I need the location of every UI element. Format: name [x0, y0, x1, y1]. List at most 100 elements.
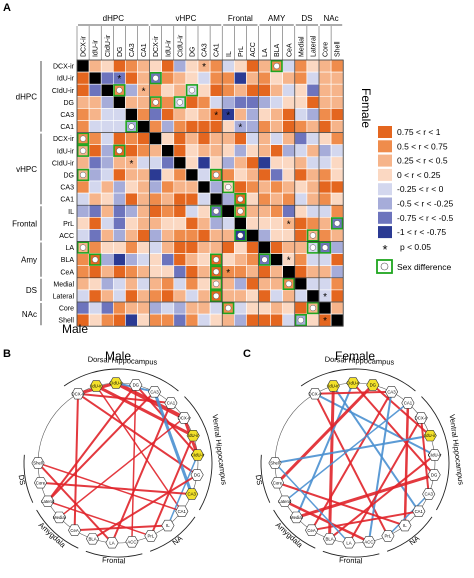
matrix-cell	[100, 156, 114, 170]
matrix-cell	[294, 277, 308, 291]
network-node	[326, 380, 340, 392]
network-node	[85, 533, 100, 545]
matrix-cell	[149, 59, 163, 73]
matrix-cell	[282, 301, 296, 315]
matrix-cell	[330, 144, 344, 158]
matrix-cell	[185, 108, 199, 121]
row-label: BLA	[61, 257, 75, 264]
matrix-cell	[209, 83, 223, 97]
sex-difference-marker	[306, 241, 320, 254]
network-edge	[420, 417, 430, 495]
matrix-cell	[234, 313, 247, 327]
significance-star: *	[129, 159, 133, 170]
network-node	[129, 379, 143, 391]
sex-difference-marker	[210, 277, 223, 290]
sex-difference-marker	[234, 193, 247, 206]
network-edge	[74, 524, 168, 532]
network-node-label: IdU-ir	[328, 384, 339, 389]
matrix-cell	[161, 265, 175, 279]
matrix-cell	[318, 71, 332, 85]
network-edge	[135, 384, 199, 456]
sex-difference-dot	[152, 99, 159, 106]
matrix-cell	[100, 277, 114, 291]
matrix-cell	[234, 253, 247, 267]
network-node	[412, 505, 426, 518]
matrix-cell	[258, 229, 271, 242]
matrix-cell	[246, 204, 259, 218]
column-group-label: AMY	[268, 14, 286, 23]
matrix-cell	[161, 217, 175, 230]
matrix-cell	[185, 265, 199, 279]
matrix-cell	[197, 83, 211, 97]
network-node	[427, 469, 441, 481]
matrix-cell	[246, 301, 259, 315]
matrix-cell	[221, 204, 235, 218]
network-node-label: LA	[346, 540, 351, 545]
network-node	[164, 397, 178, 409]
matrix-cell	[258, 217, 271, 230]
matrix-cell	[100, 229, 114, 242]
matrix-cell	[197, 265, 211, 279]
matrix-cell	[294, 156, 308, 170]
matrix-cell	[306, 71, 320, 85]
column-group-label: vHPC	[175, 14, 196, 23]
legend-star: *	[382, 242, 387, 257]
matrix-cell	[221, 313, 235, 327]
legend-label: -0.5 < r < -0.25	[397, 199, 453, 209]
matrix-cell	[125, 313, 138, 327]
sex-difference-marker	[76, 132, 90, 145]
matrix-cell	[330, 180, 344, 194]
matrix-cell	[306, 180, 320, 194]
network-node-label: Lateral	[278, 499, 291, 504]
network-edge	[295, 382, 354, 518]
network-edge	[37, 462, 113, 544]
matrix-cell	[88, 289, 102, 303]
sex-difference-marker	[149, 72, 162, 85]
matrix-cell	[318, 217, 332, 230]
network-edge	[47, 391, 156, 502]
network-node-label: BLA	[88, 536, 96, 541]
matrix-cell	[234, 108, 247, 121]
matrix-cell	[282, 96, 296, 109]
matrix-cell	[282, 59, 296, 73]
column-label: Core	[323, 42, 330, 57]
sex-difference-dot	[309, 244, 317, 251]
network-node	[342, 537, 356, 549]
matrix-cell	[258, 120, 271, 133]
matrix-cell	[318, 301, 332, 315]
network-edge	[372, 384, 431, 437]
matrix-cell	[88, 59, 102, 73]
matrix-cell	[137, 241, 150, 254]
sex-difference-dot	[237, 208, 244, 215]
sex-difference-dot	[213, 292, 220, 300]
matrix-cell	[258, 108, 271, 121]
row-label: CA3	[60, 185, 74, 192]
matrix-cell	[318, 96, 332, 109]
region-label: NA	[170, 534, 184, 547]
male-matrix-label: Male	[62, 322, 88, 336]
matrix-cell	[306, 156, 320, 170]
matrix-cell	[197, 144, 211, 158]
matrix-cell	[306, 108, 320, 121]
region-label: Amygdala	[274, 520, 305, 550]
matrix-cell	[185, 132, 199, 146]
network-node-label: CeA	[70, 528, 78, 533]
matrix-cell	[149, 229, 163, 242]
network-node-label: CIdU-ir	[191, 453, 205, 458]
matrix-cell	[173, 204, 187, 218]
network-edge	[46, 384, 137, 502]
matrix-cell	[330, 96, 344, 109]
matrix-cell	[113, 217, 126, 230]
matrix-cell	[234, 132, 247, 146]
column-label: CeA	[286, 43, 293, 57]
column-label: Shell	[335, 41, 342, 57]
sex-difference-dot	[79, 244, 87, 251]
row-label: PrL	[63, 221, 74, 228]
matrix-cell	[185, 144, 199, 158]
region-arc	[300, 368, 416, 392]
matrix-cell	[221, 132, 235, 146]
matrix-cell	[161, 156, 175, 170]
matrix-cell	[246, 96, 259, 109]
sex-difference-dot	[213, 256, 220, 263]
panel-label-b: B	[3, 348, 11, 360]
